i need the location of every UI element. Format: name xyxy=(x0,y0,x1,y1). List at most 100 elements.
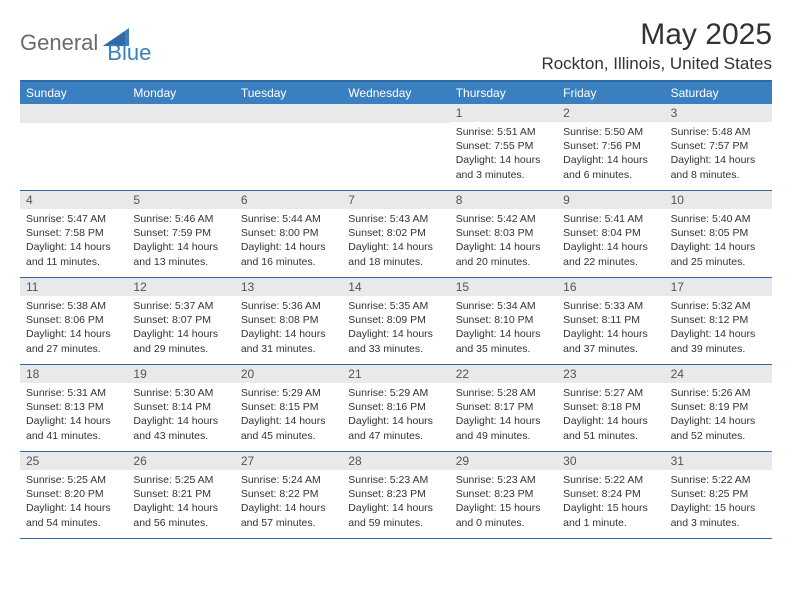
day-content: Sunrise: 5:31 AMSunset: 8:13 PMDaylight:… xyxy=(20,383,127,447)
day-content: Sunrise: 5:40 AMSunset: 8:05 PMDaylight:… xyxy=(665,209,772,273)
week-row: 18Sunrise: 5:31 AMSunset: 8:13 PMDayligh… xyxy=(20,365,772,452)
sunset-text: Sunset: 8:09 PM xyxy=(348,313,443,327)
sunrise-text: Sunrise: 5:48 AM xyxy=(671,125,766,139)
sunrise-text: Sunrise: 5:50 AM xyxy=(563,125,658,139)
day-cell: 19Sunrise: 5:30 AMSunset: 8:14 PMDayligh… xyxy=(127,365,234,451)
day-number: 20 xyxy=(235,365,342,383)
sunrise-text: Sunrise: 5:42 AM xyxy=(456,212,551,226)
day-number xyxy=(235,104,342,123)
sunrise-text: Sunrise: 5:27 AM xyxy=(563,386,658,400)
week-row: 4Sunrise: 5:47 AMSunset: 7:58 PMDaylight… xyxy=(20,191,772,278)
daylight-text: Daylight: 14 hours and 8 minutes. xyxy=(671,153,766,181)
day-number: 17 xyxy=(665,278,772,296)
day-cell: 11Sunrise: 5:38 AMSunset: 8:06 PMDayligh… xyxy=(20,278,127,364)
day-content: Sunrise: 5:41 AMSunset: 8:04 PMDaylight:… xyxy=(557,209,664,273)
daylight-text: Daylight: 14 hours and 6 minutes. xyxy=(563,153,658,181)
sunrise-text: Sunrise: 5:51 AM xyxy=(456,125,551,139)
day-content: Sunrise: 5:34 AMSunset: 8:10 PMDaylight:… xyxy=(450,296,557,360)
daylight-text: Daylight: 15 hours and 3 minutes. xyxy=(671,501,766,529)
day-content: Sunrise: 5:44 AMSunset: 8:00 PMDaylight:… xyxy=(235,209,342,273)
day-cell: 8Sunrise: 5:42 AMSunset: 8:03 PMDaylight… xyxy=(450,191,557,277)
sunset-text: Sunset: 8:14 PM xyxy=(133,400,228,414)
sunrise-text: Sunrise: 5:25 AM xyxy=(133,473,228,487)
day-cell: 2Sunrise: 5:50 AMSunset: 7:56 PMDaylight… xyxy=(557,104,664,190)
day-content: Sunrise: 5:35 AMSunset: 8:09 PMDaylight:… xyxy=(342,296,449,360)
header: General Blue May 2025 Rockton, Illinois,… xyxy=(20,18,772,74)
day-content: Sunrise: 5:22 AMSunset: 8:25 PMDaylight:… xyxy=(665,470,772,534)
day-content: Sunrise: 5:29 AMSunset: 8:15 PMDaylight:… xyxy=(235,383,342,447)
day-number: 18 xyxy=(20,365,127,383)
sunset-text: Sunset: 8:19 PM xyxy=(671,400,766,414)
daylight-text: Daylight: 14 hours and 3 minutes. xyxy=(456,153,551,181)
day-content: Sunrise: 5:51 AMSunset: 7:55 PMDaylight:… xyxy=(450,122,557,186)
sunset-text: Sunset: 8:02 PM xyxy=(348,226,443,240)
day-number: 9 xyxy=(557,191,664,209)
sunset-text: Sunset: 8:06 PM xyxy=(26,313,121,327)
sunset-text: Sunset: 8:05 PM xyxy=(671,226,766,240)
day-content: Sunrise: 5:48 AMSunset: 7:57 PMDaylight:… xyxy=(665,122,772,186)
daylight-text: Daylight: 14 hours and 43 minutes. xyxy=(133,414,228,442)
sunrise-text: Sunrise: 5:33 AM xyxy=(563,299,658,313)
sunrise-text: Sunrise: 5:24 AM xyxy=(241,473,336,487)
day-cell: 29Sunrise: 5:23 AMSunset: 8:23 PMDayligh… xyxy=(450,452,557,538)
month-title: May 2025 xyxy=(541,18,772,52)
day-cell xyxy=(127,104,234,190)
daylight-text: Daylight: 14 hours and 22 minutes. xyxy=(563,240,658,268)
day-cell: 6Sunrise: 5:44 AMSunset: 8:00 PMDaylight… xyxy=(235,191,342,277)
day-number: 28 xyxy=(342,452,449,470)
day-content: Sunrise: 5:50 AMSunset: 7:56 PMDaylight:… xyxy=(557,122,664,186)
sunrise-text: Sunrise: 5:22 AM xyxy=(671,473,766,487)
daylight-text: Daylight: 14 hours and 27 minutes. xyxy=(26,327,121,355)
day-content: Sunrise: 5:43 AMSunset: 8:02 PMDaylight:… xyxy=(342,209,449,273)
day-content: Sunrise: 5:36 AMSunset: 8:08 PMDaylight:… xyxy=(235,296,342,360)
day-cell: 28Sunrise: 5:23 AMSunset: 8:23 PMDayligh… xyxy=(342,452,449,538)
day-cell: 7Sunrise: 5:43 AMSunset: 8:02 PMDaylight… xyxy=(342,191,449,277)
daylight-text: Daylight: 14 hours and 13 minutes. xyxy=(133,240,228,268)
sunrise-text: Sunrise: 5:47 AM xyxy=(26,212,121,226)
day-content: Sunrise: 5:26 AMSunset: 8:19 PMDaylight:… xyxy=(665,383,772,447)
sunset-text: Sunset: 8:11 PM xyxy=(563,313,658,327)
day-number xyxy=(127,104,234,123)
day-number: 6 xyxy=(235,191,342,209)
location: Rockton, Illinois, United States xyxy=(541,54,772,74)
sunset-text: Sunset: 8:10 PM xyxy=(456,313,551,327)
week-row: 1Sunrise: 5:51 AMSunset: 7:55 PMDaylight… xyxy=(20,104,772,191)
day-number: 13 xyxy=(235,278,342,296)
sunrise-text: Sunrise: 5:28 AM xyxy=(456,386,551,400)
daylight-text: Daylight: 14 hours and 18 minutes. xyxy=(348,240,443,268)
day-number: 30 xyxy=(557,452,664,470)
day-content: Sunrise: 5:24 AMSunset: 8:22 PMDaylight:… xyxy=(235,470,342,534)
day-cell: 31Sunrise: 5:22 AMSunset: 8:25 PMDayligh… xyxy=(665,452,772,538)
logo-text-blue: Blue xyxy=(107,40,151,66)
sunset-text: Sunset: 7:55 PM xyxy=(456,139,551,153)
daylight-text: Daylight: 14 hours and 41 minutes. xyxy=(26,414,121,442)
daylight-text: Daylight: 15 hours and 1 minute. xyxy=(563,501,658,529)
sunset-text: Sunset: 8:15 PM xyxy=(241,400,336,414)
calendar: SundayMondayTuesdayWednesdayThursdayFrid… xyxy=(20,80,772,539)
day-number: 31 xyxy=(665,452,772,470)
sunrise-text: Sunrise: 5:36 AM xyxy=(241,299,336,313)
sunrise-text: Sunrise: 5:23 AM xyxy=(348,473,443,487)
day-cell: 24Sunrise: 5:26 AMSunset: 8:19 PMDayligh… xyxy=(665,365,772,451)
sunset-text: Sunset: 8:08 PM xyxy=(241,313,336,327)
sunset-text: Sunset: 8:16 PM xyxy=(348,400,443,414)
day-number: 19 xyxy=(127,365,234,383)
day-number: 11 xyxy=(20,278,127,296)
weekday-sunday: Sunday xyxy=(20,82,127,104)
day-cell: 14Sunrise: 5:35 AMSunset: 8:09 PMDayligh… xyxy=(342,278,449,364)
day-number: 25 xyxy=(20,452,127,470)
daylight-text: Daylight: 14 hours and 25 minutes. xyxy=(671,240,766,268)
day-number: 23 xyxy=(557,365,664,383)
sunrise-text: Sunrise: 5:44 AM xyxy=(241,212,336,226)
daylight-text: Daylight: 14 hours and 35 minutes. xyxy=(456,327,551,355)
sunset-text: Sunset: 8:23 PM xyxy=(348,487,443,501)
day-number: 29 xyxy=(450,452,557,470)
sunrise-text: Sunrise: 5:43 AM xyxy=(348,212,443,226)
day-cell: 10Sunrise: 5:40 AMSunset: 8:05 PMDayligh… xyxy=(665,191,772,277)
weekday-wednesday: Wednesday xyxy=(342,82,449,104)
day-cell: 15Sunrise: 5:34 AMSunset: 8:10 PMDayligh… xyxy=(450,278,557,364)
daylight-text: Daylight: 14 hours and 54 minutes. xyxy=(26,501,121,529)
sunset-text: Sunset: 8:17 PM xyxy=(456,400,551,414)
day-number: 8 xyxy=(450,191,557,209)
day-number: 26 xyxy=(127,452,234,470)
